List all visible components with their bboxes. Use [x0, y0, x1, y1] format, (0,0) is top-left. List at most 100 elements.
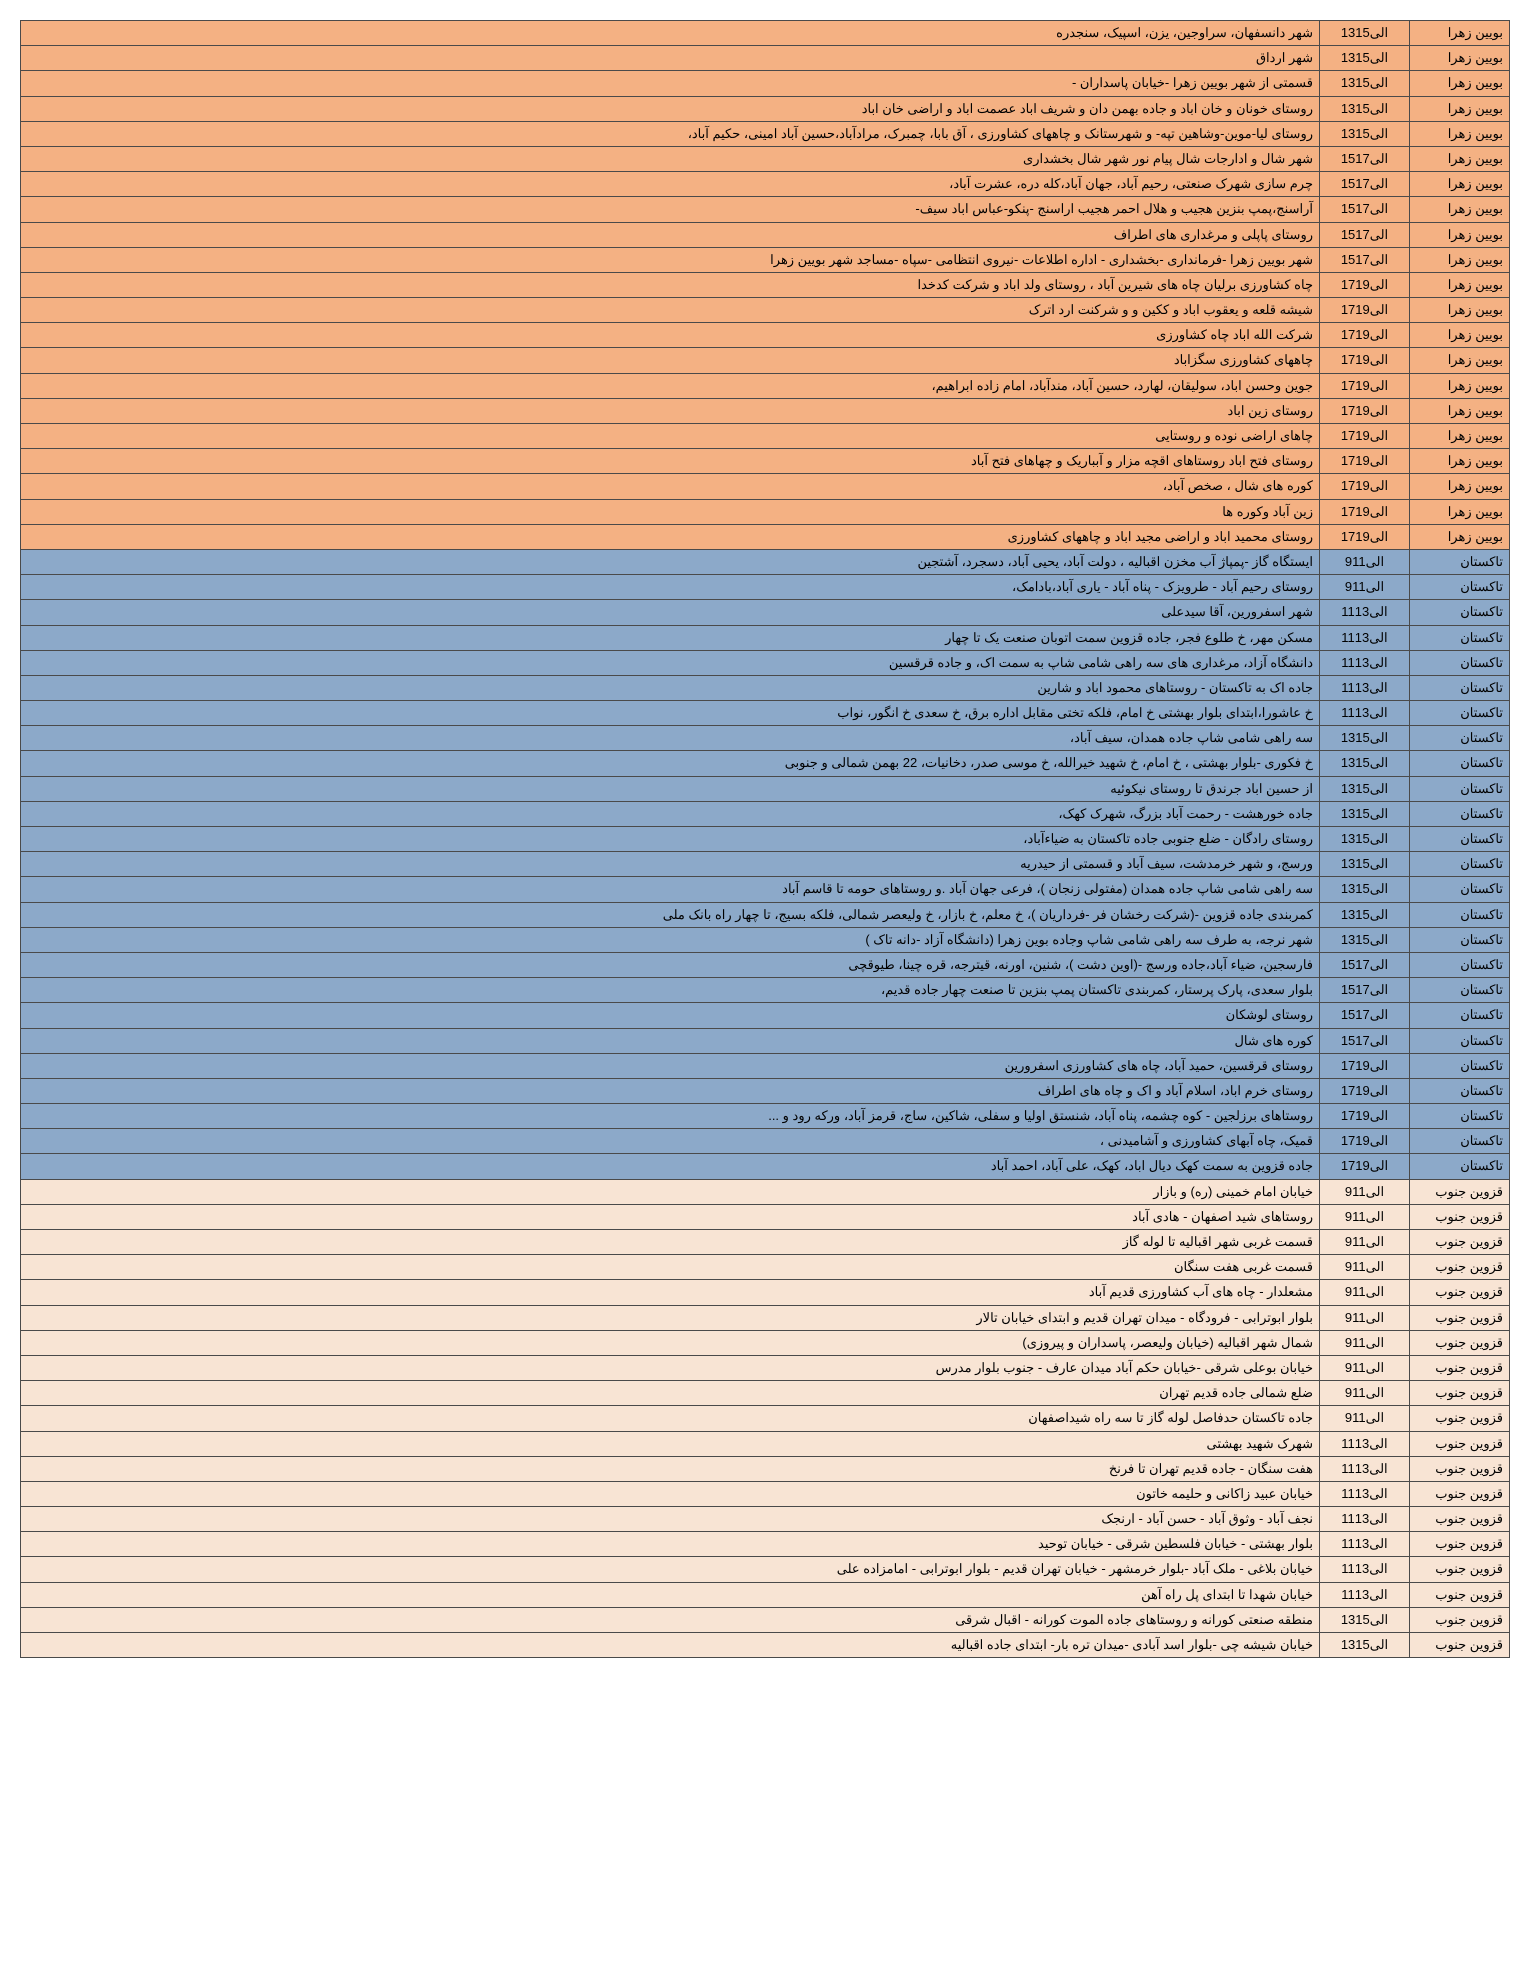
area-cell: قزوین جنوب — [1410, 1633, 1510, 1658]
table-row: قزوین جنوب9الی11شمال شهر اقبالیه (خیابان… — [21, 1330, 1510, 1355]
time-cell: 11الی13 — [1320, 1557, 1410, 1582]
time-cell: 15الی17 — [1320, 1003, 1410, 1028]
area-cell: بویین زهرا — [1410, 499, 1510, 524]
time-cell: 15الی17 — [1320, 978, 1410, 1003]
table-row: تاکستان17الی19قمیک، چاه آبهای کشاورزی و … — [21, 1129, 1510, 1154]
table-row: بویین زهرا15الی17آراسنج،پمپ بنزین هجیب و… — [21, 197, 1510, 222]
table-row: قزوین جنوب11الی13خیابان بلاغی - ملک آباد… — [21, 1557, 1510, 1582]
area-cell: بویین زهرا — [1410, 298, 1510, 323]
time-cell: 9الی11 — [1320, 1355, 1410, 1380]
description-cell: ایستگاه گاز -پمپاژ آب مخزن اقبالیه ، دول… — [21, 549, 1320, 574]
time-cell: 17الی19 — [1320, 524, 1410, 549]
table-row: تاکستان11الی13خ عاشورا،ابتدای بلوار بهشت… — [21, 701, 1510, 726]
area-cell: قزوین جنوب — [1410, 1355, 1510, 1380]
description-cell: خیابان عبید زاکانی و حلیمه خاتون — [21, 1481, 1320, 1506]
area-cell: تاکستان — [1410, 1154, 1510, 1179]
area-cell: تاکستان — [1410, 1028, 1510, 1053]
table-row: قزوین جنوب11الی13نجف آباد - وثوق آباد - … — [21, 1507, 1510, 1532]
table-row: تاکستان13الی15کمربندی جاده قزوین -(شرکت … — [21, 902, 1510, 927]
time-cell: 17الی19 — [1320, 449, 1410, 474]
area-cell: تاکستان — [1410, 877, 1510, 902]
table-row: قزوین جنوب13الی15منطقه صنعتی کورانه و رو… — [21, 1607, 1510, 1632]
table-row: بویین زهرا15الی17چرم سازی شهرک صنعتی، رح… — [21, 172, 1510, 197]
table-row: بویین زهرا17الی19چاه کشاورزی برلیان چاه … — [21, 272, 1510, 297]
table-row: تاکستان13الی15از حسین اباد جرندق تا روست… — [21, 776, 1510, 801]
area-cell: تاکستان — [1410, 675, 1510, 700]
area-cell: تاکستان — [1410, 1104, 1510, 1129]
description-cell: زین آباد وکوره ها — [21, 499, 1320, 524]
time-cell: 13الی15 — [1320, 121, 1410, 146]
table-row: تاکستان15الی17بلوار سعدی، پارک پرستار، ک… — [21, 978, 1510, 1003]
schedule-table: بویین زهرا13الی15شهر دانسفهان، سراوجین، … — [20, 20, 1510, 1658]
table-row: تاکستان11الی13دانشگاه آزاد، مرغداری های … — [21, 650, 1510, 675]
time-cell: 17الی19 — [1320, 373, 1410, 398]
time-cell: 17الی19 — [1320, 272, 1410, 297]
table-row: قزوین جنوب9الی11ضلع شمالی جاده قدیم تهرا… — [21, 1381, 1510, 1406]
description-cell: خ فکوری -بلوار بهشتی ، خ امام، خ شهید خی… — [21, 751, 1320, 776]
description-cell: مسکن مهر، خ طلوع فجر، جاده قزوین سمت اتو… — [21, 625, 1320, 650]
time-cell: 13الی15 — [1320, 21, 1410, 46]
description-cell: شهر دانسفهان، سراوجین، یزن، اسپیک، سنجدر… — [21, 21, 1320, 46]
time-cell: 17الی19 — [1320, 1078, 1410, 1103]
area-cell: بویین زهرا — [1410, 222, 1510, 247]
table-row: قزوین جنوب13الی15خیابان شیشه چی -بلوار ا… — [21, 1633, 1510, 1658]
description-cell: شمال شهر اقبالیه (خیابان ولیعصر، پاسدارا… — [21, 1330, 1320, 1355]
area-cell: قزوین جنوب — [1410, 1532, 1510, 1557]
area-cell: قزوین جنوب — [1410, 1230, 1510, 1255]
area-cell: قزوین جنوب — [1410, 1431, 1510, 1456]
description-cell: خیابان بوعلی شرقی -خیابان حکم آباد میدان… — [21, 1355, 1320, 1380]
area-cell: قزوین جنوب — [1410, 1406, 1510, 1431]
time-cell: 9الی11 — [1320, 1381, 1410, 1406]
table-row: تاکستان11الی13جاده اک به تاکستان - روستا… — [21, 675, 1510, 700]
time-cell: 13الی15 — [1320, 801, 1410, 826]
description-cell: خیابان شهدا تا ابتدای پل راه آهن — [21, 1582, 1320, 1607]
time-cell: 9الی11 — [1320, 1204, 1410, 1229]
description-cell: ورسج، و شهر خرمدشت، سیف آباد و قسمتی از … — [21, 852, 1320, 877]
table-row: تاکستان13الی15ورسج، و شهر خرمدشت، سیف آب… — [21, 852, 1510, 877]
table-row: بویین زهرا15الی17شهر بویین زهرا -فرماندا… — [21, 247, 1510, 272]
table-row: تاکستان17الی19جاده قزوین به سمت کهک دیال… — [21, 1154, 1510, 1179]
description-cell: قسمت غربی شهر اقبالیه تا لوله گاز — [21, 1230, 1320, 1255]
area-cell: تاکستان — [1410, 902, 1510, 927]
area-cell: تاکستان — [1410, 575, 1510, 600]
time-cell: 9الی11 — [1320, 1305, 1410, 1330]
area-cell: بویین زهرا — [1410, 272, 1510, 297]
table-row: بویین زهرا13الی15روستای لیا-موین-وشاهین … — [21, 121, 1510, 146]
area-cell: تاکستان — [1410, 827, 1510, 852]
description-cell: روستای زین اباد — [21, 398, 1320, 423]
description-cell: بلوار بهشتی - خیابان فلسطین شرقی - خیابا… — [21, 1532, 1320, 1557]
time-cell: 13الی15 — [1320, 927, 1410, 952]
time-cell: 15الی17 — [1320, 247, 1410, 272]
time-cell: 9الی11 — [1320, 1406, 1410, 1431]
time-cell: 17الی19 — [1320, 1104, 1410, 1129]
table-row: تاکستان15الی17روستای لوشکان — [21, 1003, 1510, 1028]
description-cell: قسمت غربی هفت سنگان — [21, 1255, 1320, 1280]
time-cell: 15الی17 — [1320, 197, 1410, 222]
table-row: قزوین جنوب11الی13بلوار بهشتی - خیابان فل… — [21, 1532, 1510, 1557]
table-row: بویین زهرا17الی19روستای محمید اباد و ارا… — [21, 524, 1510, 549]
table-row: قزوین جنوب9الی11خیابان امام خمینی (ره) و… — [21, 1179, 1510, 1204]
description-cell: روستای رادگان - ضلع جنوبی جاده تاکستان ب… — [21, 827, 1320, 852]
description-cell: روستاهای برزلجین - کوه چشمه، پناه آباد، … — [21, 1104, 1320, 1129]
area-cell: تاکستان — [1410, 776, 1510, 801]
description-cell: دانشگاه آزاد، مرغداری های سه راهی شامی ش… — [21, 650, 1320, 675]
area-cell: تاکستان — [1410, 726, 1510, 751]
table-row: تاکستان13الی15روستای رادگان - ضلع جنوبی … — [21, 827, 1510, 852]
area-cell: بویین زهرا — [1410, 71, 1510, 96]
table-row: قزوین جنوب9الی11جاده تاکستان حدفاصل لوله… — [21, 1406, 1510, 1431]
description-cell: بلوار سعدی، پارک پرستار، کمربندی تاکستان… — [21, 978, 1320, 1003]
time-cell: 9الی11 — [1320, 1179, 1410, 1204]
table-row: تاکستان13الی15سه راهی شامی شاپ جاده همدا… — [21, 877, 1510, 902]
area-cell: بویین زهرا — [1410, 121, 1510, 146]
description-cell: روستای رحیم آباد - طرویزک - پناه آباد - … — [21, 575, 1320, 600]
table-row: بویین زهرا17الی19جوین وحسن اباد، سولیقان… — [21, 373, 1510, 398]
table-row: قزوین جنوب9الی11قسمت غربی شهر اقبالیه تا… — [21, 1230, 1510, 1255]
area-cell: قزوین جنوب — [1410, 1582, 1510, 1607]
time-cell: 13الی15 — [1320, 877, 1410, 902]
table-row: بویین زهرا15الی17شهر شال و ادارجات شال پ… — [21, 146, 1510, 171]
time-cell: 9الی11 — [1320, 1330, 1410, 1355]
time-cell: 9الی11 — [1320, 549, 1410, 574]
area-cell: تاکستان — [1410, 600, 1510, 625]
time-cell: 11الی13 — [1320, 600, 1410, 625]
description-cell: جاده اک به تاکستان - روستاهای محمود اباد… — [21, 675, 1320, 700]
